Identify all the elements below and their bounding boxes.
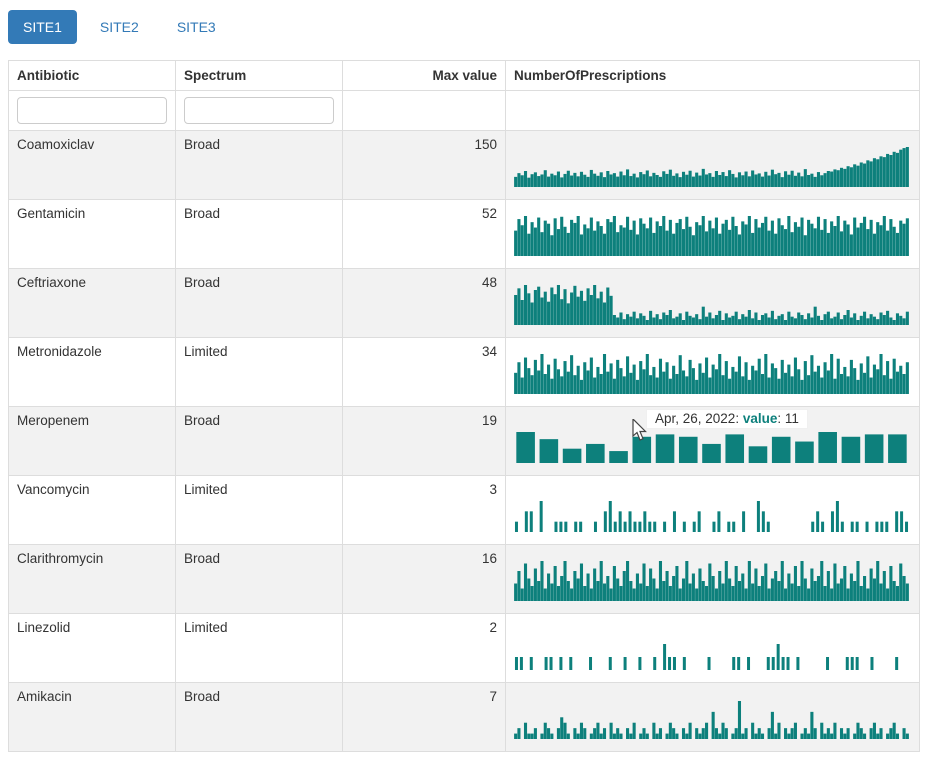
- sparkline-chart[interactable]: [514, 350, 909, 394]
- max-value-cell: 7: [342, 682, 506, 752]
- spectrum-cell: Broad: [175, 130, 343, 200]
- spectrum-cell: Broad: [175, 682, 343, 752]
- table-row: Vancomycin Limited 3: [8, 475, 920, 545]
- tooltip-value: : 11: [777, 411, 799, 426]
- sparkline-chart[interactable]: [514, 695, 909, 739]
- tab-site3[interactable]: SITE3: [162, 10, 231, 44]
- column-header-prescriptions[interactable]: NumberOfPrescriptions: [505, 60, 920, 91]
- max-value-cell: 34: [342, 337, 506, 407]
- filter-row: [8, 90, 920, 131]
- max-value-cell: 19: [342, 406, 506, 476]
- max-value-cell: 52: [342, 199, 506, 269]
- spectrum-cell: Limited: [175, 613, 343, 683]
- table-row: Coamoxiclav Broad 150: [8, 130, 920, 200]
- antibiotic-cell: Linezolid: [8, 613, 176, 683]
- sparkline-cell[interactable]: [505, 199, 920, 269]
- antibiotic-cell: Vancomycin: [8, 475, 176, 545]
- mouse-cursor-icon: [632, 417, 650, 444]
- max-value-cell: 48: [342, 268, 506, 338]
- antibiotic-cell: Coamoxiclav: [8, 130, 176, 200]
- spectrum-cell: Limited: [175, 475, 343, 545]
- filter-cell-empty: [505, 90, 920, 131]
- antibiotic-cell: Metronidazole: [8, 337, 176, 407]
- column-header-antibiotic[interactable]: Antibiotic: [8, 60, 176, 91]
- tab-site1[interactable]: SITE1: [8, 10, 77, 44]
- table-row-meropenem-hovered: Meropenem Broad 19 Apr, 26, 2022: value:…: [8, 406, 920, 476]
- table-row: Ceftriaxone Broad 48: [8, 268, 920, 338]
- antibiotic-filter-input[interactable]: [17, 97, 167, 124]
- table-row: Clarithromycin Broad 16: [8, 544, 920, 614]
- sparkline-cell[interactable]: [505, 544, 920, 614]
- tooltip-date: Apr, 26, 2022:: [655, 411, 743, 426]
- sparkline-chart[interactable]: [514, 143, 909, 187]
- chart-tooltip: Apr, 26, 2022: value: 11: [646, 409, 808, 429]
- antibiotic-cell: Amikacin: [8, 682, 176, 752]
- sparkline-chart[interactable]: [514, 281, 909, 325]
- sparkline-cell[interactable]: Apr, 26, 2022: value: 11: [505, 406, 920, 476]
- table-row: Metronidazole Limited 34: [8, 337, 920, 407]
- spectrum-cell: Broad: [175, 406, 343, 476]
- sparkline-chart[interactable]: [514, 626, 909, 670]
- spectrum-cell: Broad: [175, 199, 343, 269]
- filter-cell-empty: [342, 90, 506, 131]
- table-row: Amikacin Broad 7: [8, 682, 920, 752]
- spectrum-filter-input[interactable]: [184, 97, 334, 124]
- antibiotic-cell: Gentamicin: [8, 199, 176, 269]
- sparkline-cell[interactable]: [505, 130, 920, 200]
- sparkline-cell[interactable]: [505, 268, 920, 338]
- spectrum-cell: Broad: [175, 544, 343, 614]
- header-row: Antibiotic Spectrum Max value NumberOfPr…: [8, 60, 920, 91]
- table-row: Linezolid Limited 2: [8, 613, 920, 683]
- antibiotics-table: Antibiotic Spectrum Max value NumberOfPr…: [8, 60, 920, 752]
- sparkline-chart[interactable]: [514, 488, 909, 532]
- spectrum-cell: Limited: [175, 337, 343, 407]
- sparkline-cell[interactable]: [505, 475, 920, 545]
- max-value-cell: 3: [342, 475, 506, 545]
- tooltip-series-label: value: [742, 411, 778, 426]
- antibiotic-cell: Ceftriaxone: [8, 268, 176, 338]
- sparkline-cell[interactable]: [505, 682, 920, 752]
- sparkline-cell[interactable]: [505, 337, 920, 407]
- tab-site2[interactable]: SITE2: [85, 10, 154, 44]
- spectrum-cell: Broad: [175, 268, 343, 338]
- sparkline-chart[interactable]: [514, 212, 909, 256]
- sparkline-chart[interactable]: [514, 557, 909, 601]
- max-value-cell: 2: [342, 613, 506, 683]
- antibiotic-cell: Meropenem: [8, 406, 176, 476]
- sparkline-cell[interactable]: [505, 613, 920, 683]
- max-value-cell: 16: [342, 544, 506, 614]
- antibiotic-cell: Clarithromycin: [8, 544, 176, 614]
- sparkline-chart[interactable]: [514, 419, 909, 463]
- site-tabs: SITE1 SITE2 SITE3: [8, 10, 919, 44]
- max-value-cell: 150: [342, 130, 506, 200]
- table-row: Gentamicin Broad 52: [8, 199, 920, 269]
- column-header-spectrum[interactable]: Spectrum: [175, 60, 343, 91]
- column-header-max-value[interactable]: Max value: [342, 60, 506, 91]
